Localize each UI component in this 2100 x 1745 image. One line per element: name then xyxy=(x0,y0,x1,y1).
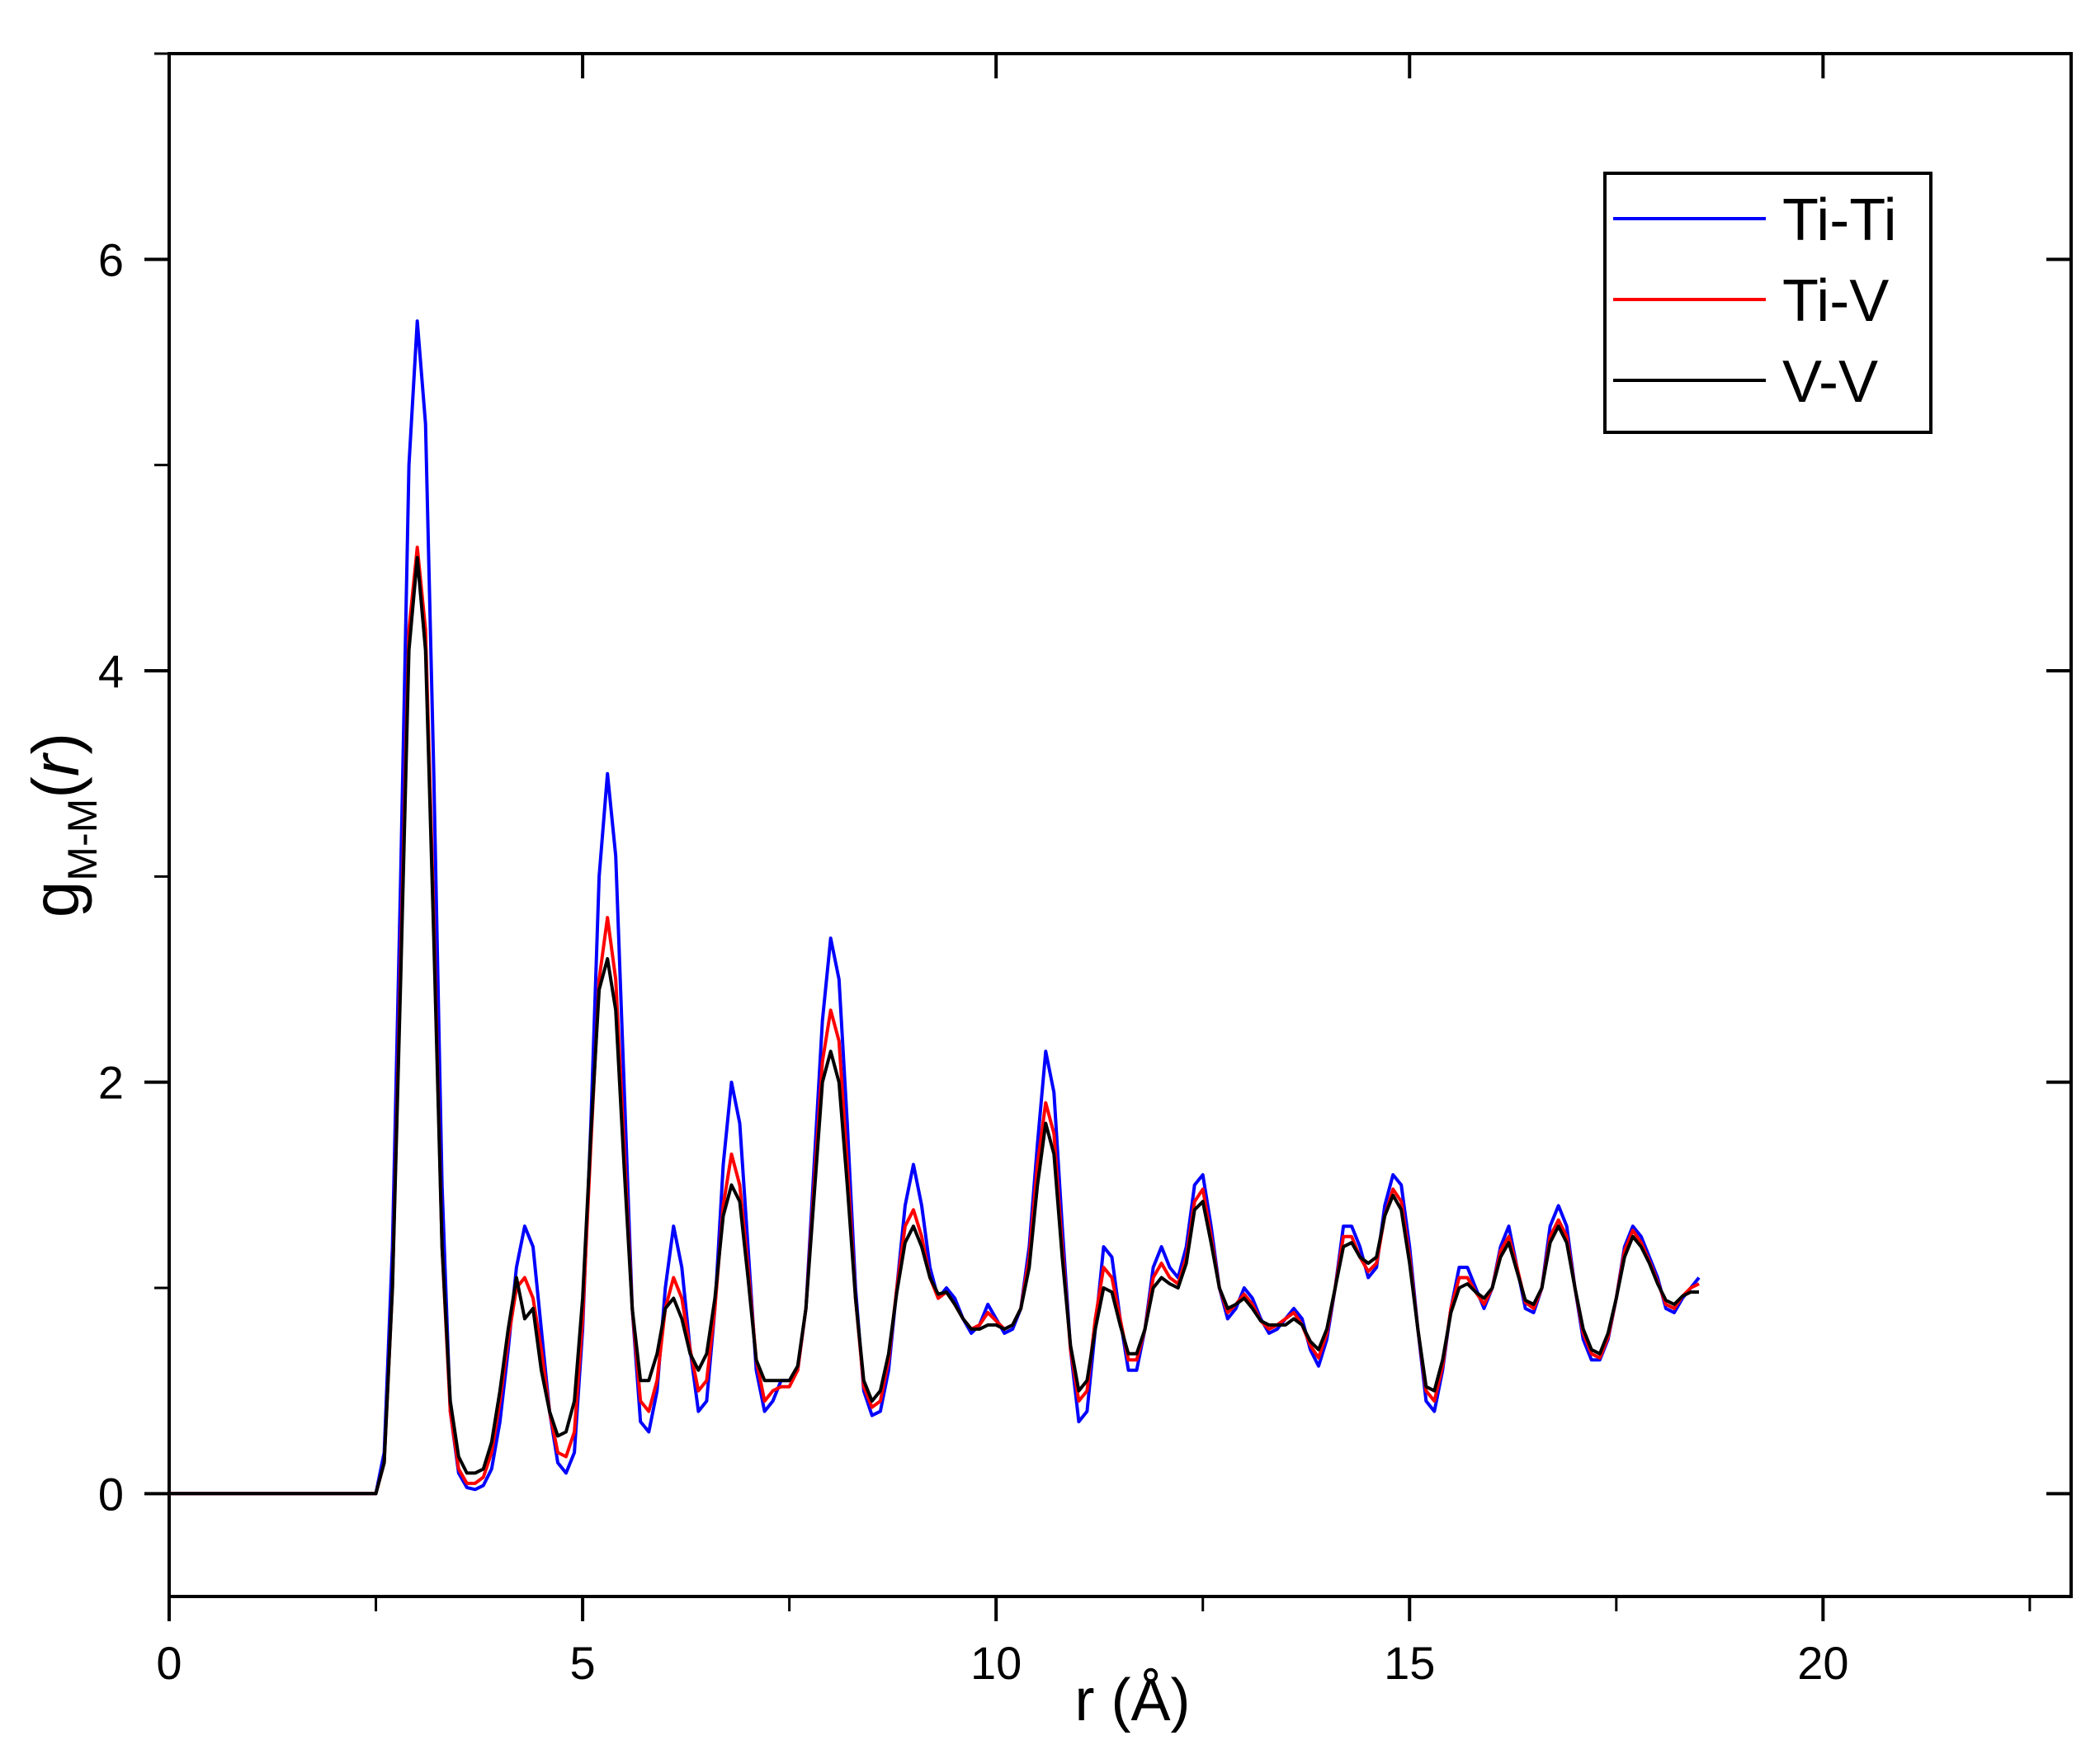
x-tick-label: 10 xyxy=(970,1637,1022,1689)
y-axis-title: gM-M(r) xyxy=(19,733,106,917)
axes-layer: 0 5 10 15 20 0 2 4 6 xyxy=(98,52,2073,1689)
y-tick-label: 4 xyxy=(98,645,124,697)
y-axis-label: gM-M(r) xyxy=(19,733,106,917)
legend-box xyxy=(1603,172,1932,434)
legend: Ti-Ti Ti-V V-V xyxy=(1603,172,1932,434)
x-tick-label: 15 xyxy=(1384,1637,1435,1689)
legend-label: Ti-Ti xyxy=(1782,187,1897,253)
y-tick-label: 6 xyxy=(98,233,124,285)
series-layer xyxy=(169,319,1701,1496)
x-axis-title: r (Å) xyxy=(1075,1667,1191,1733)
legend-label: V-V xyxy=(1782,349,1878,415)
series-line-ti-ti xyxy=(169,319,1701,1496)
plot-frame xyxy=(168,52,2073,1598)
y-tick-label: 0 xyxy=(98,1468,124,1520)
x-tick-label: 20 xyxy=(1797,1637,1848,1689)
x-tick-label: 0 xyxy=(156,1637,182,1689)
legend-label: Ti-V xyxy=(1782,268,1889,334)
y-tick-label: 2 xyxy=(98,1057,124,1109)
x-tick-label: 5 xyxy=(570,1637,596,1689)
series-line-v-v xyxy=(169,555,1699,1496)
